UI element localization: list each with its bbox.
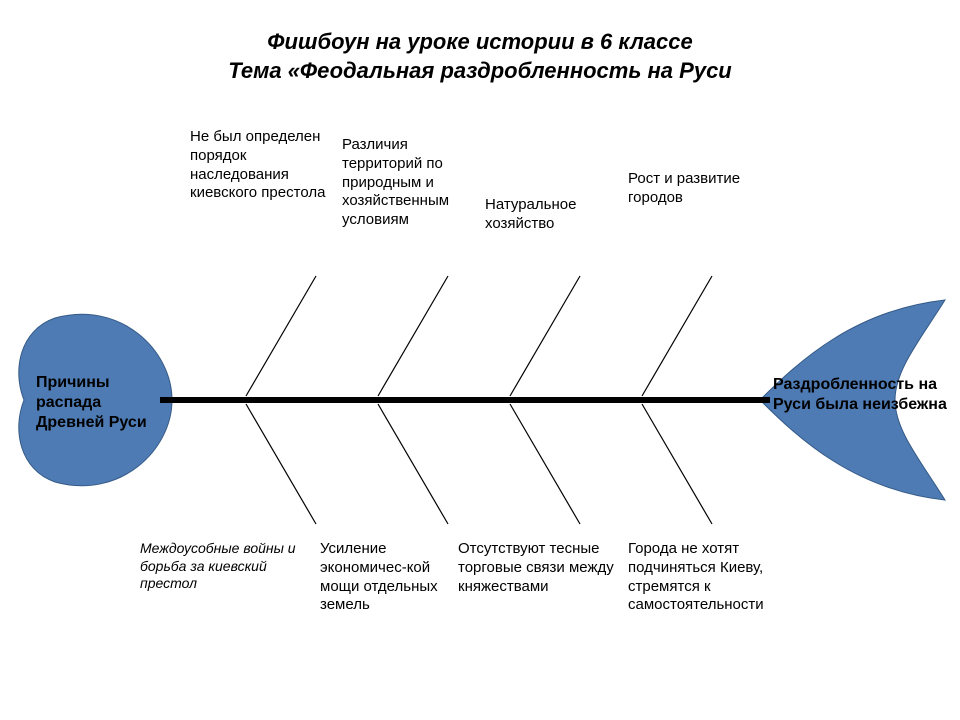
top-bone-label-2: Различия территорий по природным и хозяй… xyxy=(342,136,477,230)
top-bone-label-4: Рост и развитие городов xyxy=(628,170,778,208)
top-bone-label-3: Натуральное хозяйство xyxy=(485,196,615,234)
bottom-bone-label-4: Города не хотят подчиняться Киеву, стрем… xyxy=(628,540,793,615)
fishbone-svg xyxy=(0,0,960,720)
bottom-bone-label-1: Междоусобные войны и борьба за киевский … xyxy=(140,540,310,593)
bottom-bone-label-3: Отсутствуют тесные торговые связи между … xyxy=(458,540,618,596)
fish-head-label: Причины распада Древней Руси xyxy=(36,373,166,433)
top-bone-label-1: Не был определен порядок наследования ки… xyxy=(190,128,340,203)
bottom-bone-label-2: Усиление экономичес-кой мощи отдельных з… xyxy=(320,540,450,615)
fish-tail-label: Раздробленность на Руси была неизбежна xyxy=(773,375,948,415)
